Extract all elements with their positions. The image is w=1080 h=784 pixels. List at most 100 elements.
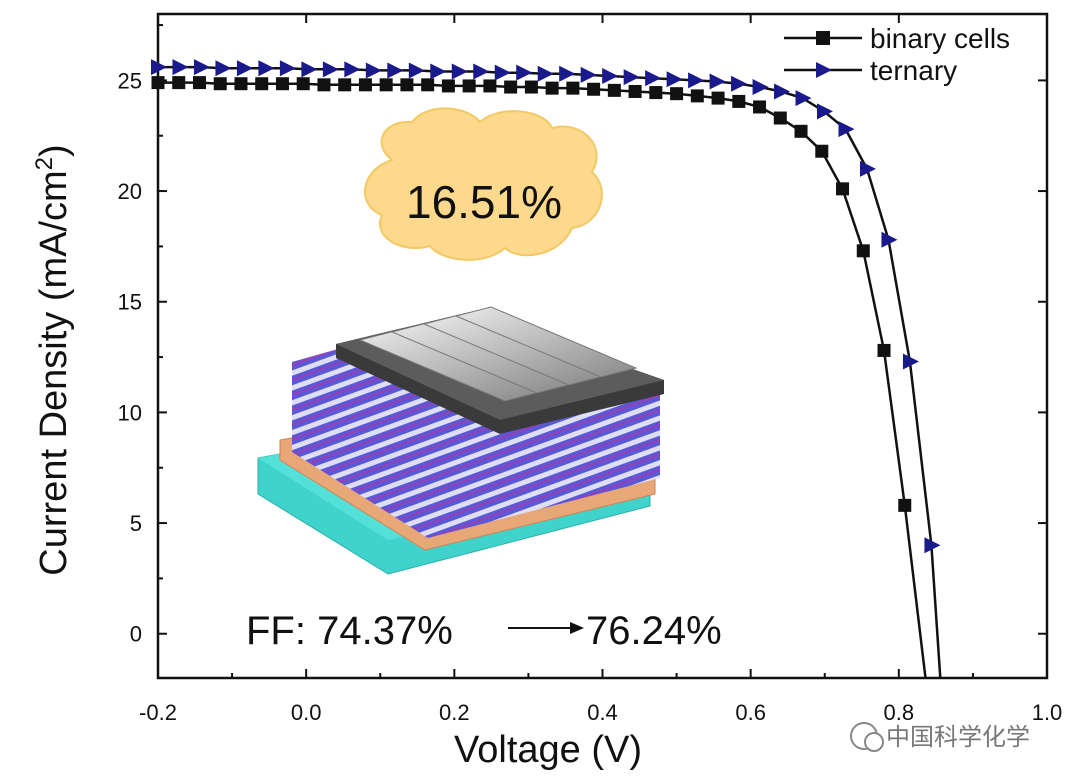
data-point — [421, 78, 435, 92]
data-point — [607, 83, 621, 97]
data-point — [732, 94, 746, 108]
data-point — [709, 73, 726, 90]
y-tick-label: 0 — [130, 622, 142, 647]
series-ternary — [151, 59, 942, 679]
data-point — [387, 62, 404, 79]
data-point — [255, 77, 269, 91]
data-point — [856, 244, 870, 258]
data-point — [566, 81, 580, 95]
x-tick-label: 0.2 — [439, 700, 470, 725]
legend-binary-label: binary cells — [870, 23, 1010, 54]
data-point — [408, 62, 425, 79]
data-point — [836, 182, 850, 196]
data-point — [296, 77, 310, 91]
data-point — [483, 79, 497, 93]
data-point — [666, 71, 683, 88]
data-point — [794, 124, 808, 138]
x-tick-label: 0.6 — [735, 700, 766, 725]
data-point — [753, 100, 767, 114]
ff-arrow-head — [570, 622, 584, 634]
data-point — [400, 78, 414, 92]
data-point — [322, 61, 339, 78]
ff-label: FF: 74.37% — [246, 609, 453, 653]
watermark: 中国科学化学 — [850, 722, 1030, 752]
x-tick-label: 0.4 — [587, 700, 618, 725]
data-point — [815, 144, 829, 158]
data-point — [602, 67, 619, 84]
data-point — [151, 59, 167, 76]
data-point — [587, 82, 601, 96]
data-point — [236, 60, 253, 77]
data-point — [234, 77, 248, 91]
data-point — [317, 78, 331, 92]
data-point — [545, 81, 559, 95]
legend-ternary-marker — [816, 62, 832, 78]
data-point — [559, 65, 576, 82]
data-point — [516, 64, 533, 81]
y-tick-label: 25 — [118, 68, 142, 93]
data-point — [688, 72, 705, 89]
data-point — [774, 83, 791, 100]
y-axis-title-sup: 2 — [31, 157, 58, 170]
y-axis-ticks: 0 5 10 15 20 25 — [118, 24, 1047, 647]
data-point — [537, 65, 554, 82]
data-point — [430, 63, 447, 80]
data-point — [731, 75, 748, 92]
data-point — [859, 160, 876, 177]
data-point — [524, 80, 538, 94]
device-schematic — [257, 306, 664, 575]
x-axis-title: Voltage (V) — [454, 729, 642, 771]
series-layer — [151, 59, 942, 679]
electrode-bars — [358, 306, 638, 402]
data-point — [344, 61, 361, 78]
x-tick-label: 1.0 — [1032, 700, 1063, 725]
cloud-shape — [364, 107, 603, 261]
data-point — [338, 78, 352, 92]
data-point — [172, 59, 189, 76]
data-point — [462, 79, 476, 93]
watermark-text: 中国科学化学 — [886, 724, 1030, 751]
data-point — [365, 62, 382, 79]
legend-binary-marker — [816, 31, 830, 45]
data-point — [215, 60, 232, 77]
data-point — [193, 59, 210, 76]
data-point — [902, 353, 919, 370]
data-point — [192, 76, 206, 90]
data-point — [773, 111, 787, 125]
pce-value: 16.51% — [406, 176, 562, 228]
y-tick-label: 20 — [118, 179, 142, 204]
data-point — [752, 79, 769, 96]
x-axis-ticks: -0.2 0.0 0.2 0.4 0.6 0.8 1.0 — [139, 14, 1062, 725]
data-point — [504, 80, 518, 94]
data-point — [213, 77, 227, 91]
legend: binary cells ternary — [784, 23, 1010, 86]
data-point — [379, 78, 393, 92]
pce-cloud: 16.51% — [364, 107, 603, 261]
legend-ternary-label: ternary — [870, 55, 957, 86]
data-point — [795, 90, 812, 107]
y-tick-label: 10 — [118, 400, 142, 425]
x-tick-label: -0.2 — [139, 700, 177, 725]
data-point — [151, 76, 165, 90]
data-point — [898, 498, 912, 512]
x-tick-label: 0.8 — [884, 700, 915, 725]
data-point — [649, 86, 663, 100]
data-point — [817, 103, 834, 120]
y-axis-title-base: Current Density (mA/cm — [33, 170, 75, 575]
data-point — [358, 78, 372, 92]
data-point — [877, 343, 891, 357]
data-point — [258, 60, 275, 77]
y-axis-title: Current Density (mA/cm2) — [31, 144, 75, 575]
data-point — [711, 91, 725, 105]
data-point — [301, 61, 318, 78]
data-point — [645, 70, 662, 87]
data-point — [494, 64, 511, 81]
y-tick-label: 15 — [118, 290, 142, 315]
data-point — [670, 87, 684, 101]
x-tick-label: 0.0 — [291, 700, 322, 725]
data-point — [275, 77, 289, 91]
y-axis-title-end: ) — [33, 144, 75, 157]
ff-annotation: FF: 74.37% 76.24% — [246, 609, 722, 653]
data-point — [451, 63, 468, 80]
